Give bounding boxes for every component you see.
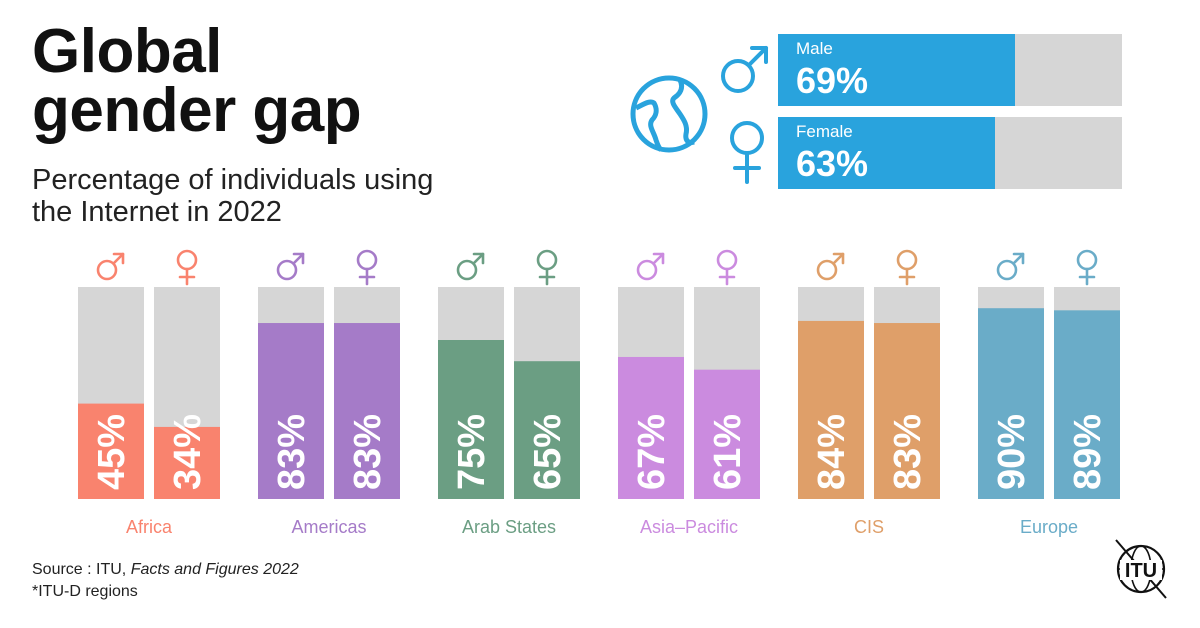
bar-arab-states-male (438, 340, 504, 499)
male-icon-asia-pacific-arrow (652, 252, 665, 265)
bar-asia-pacific-male (618, 356, 684, 499)
data-label-europe-female: 89% (1067, 414, 1109, 490)
male-icon-americas-ring (276, 259, 298, 281)
bar-africa-female (154, 426, 220, 499)
data-label-cis-male: 84% (811, 414, 853, 490)
male-icon-cis-head (832, 252, 845, 265)
bar-americas-female (334, 323, 400, 499)
male-icon-arab-states-head (472, 252, 485, 265)
female-icon-europe-ring (1076, 249, 1098, 271)
chart-subtitle: Percentage of individuals using the Inte… (32, 164, 502, 228)
male-icon-cis-arrow (832, 252, 845, 265)
male-icon-africa-head (112, 252, 125, 265)
data-label-asia-pacific-female: 61% (707, 414, 749, 490)
female-icon (730, 121, 764, 184)
female-icon-africa-ring (176, 249, 198, 271)
bar-europe-male (978, 308, 1044, 499)
global-male-fill (778, 34, 1016, 106)
source-note: Source : ITU, Facts and Figures 2022 *IT… (32, 559, 299, 603)
male-icon-africa-ring (96, 259, 118, 281)
global-male-value: 69% (796, 60, 869, 101)
female-icon-asia-pacific (716, 249, 738, 286)
regions-note: *ITU-D regions (32, 583, 138, 600)
male-icon-arab-states (456, 252, 485, 281)
female-icon-americas (356, 249, 378, 286)
female-icon-arab-states (536, 249, 558, 286)
male-icon-asia-pacific (636, 252, 665, 281)
bar-cis-male (798, 320, 864, 499)
region-label-cis: CIS (854, 517, 884, 537)
male-icon-arab-states-ring (456, 259, 478, 281)
region-label-arab-states: Arab States (462, 517, 556, 537)
male-icon-cis-ring (816, 259, 838, 281)
male-icon-asia-pacific-head (652, 252, 665, 265)
data-label-africa-female: 34% (167, 414, 209, 490)
male-icon-americas-head (292, 252, 305, 265)
title-line-2: gender gap (32, 76, 362, 145)
source-prefix: Source : ITU, (32, 561, 131, 578)
chart-title: Global gender gap (32, 17, 452, 145)
region-label-americas: Americas (291, 517, 366, 537)
data-label-asia-pacific-male: 67% (631, 414, 673, 490)
male-icon-europe-head (1012, 252, 1025, 265)
bar-africa-male (78, 403, 144, 499)
itu-logo-text: ITU (1125, 560, 1157, 582)
male-icon-cis (816, 252, 845, 281)
female-icon-europe (1076, 249, 1098, 286)
male-icon-americas-arrow (292, 252, 305, 265)
region-label-asia-pacific: Asia–Pacific (640, 517, 738, 537)
data-label-arab-states-female: 65% (527, 414, 569, 490)
male-icon-africa (96, 252, 125, 281)
global-male-bar: Male 69% (778, 34, 1122, 106)
data-label-europe-male: 90% (991, 414, 1033, 490)
source-line: Source : ITU, Facts and Figures 2022 (32, 559, 299, 581)
male-icon-europe (996, 252, 1025, 281)
region-label-europe: Europe (1020, 517, 1078, 537)
region-label-africa: Africa (126, 517, 173, 537)
bar-arab-states-female (514, 361, 580, 499)
bar-europe-female (1054, 310, 1120, 499)
male-icon-africa-arrow (112, 252, 125, 265)
data-label-cis-female: 83% (887, 414, 929, 490)
male-icon (721, 46, 768, 93)
subtitle-line-2: the Internet in 2022 (32, 196, 282, 228)
itu-logo: ITU (1115, 539, 1167, 599)
male-icon-europe-ring (996, 259, 1018, 281)
global-female-label: Female (796, 122, 853, 141)
data-label-americas-male: 83% (271, 414, 313, 490)
data-label-arab-states-male: 75% (451, 414, 493, 490)
bar-asia-pacific-female (694, 369, 760, 499)
subtitle-line-1: Percentage of individuals using (32, 164, 434, 196)
title-line-1: Global (32, 17, 222, 86)
bar-americas-male (258, 323, 324, 499)
female-icon-americas-ring (356, 249, 378, 271)
male-icon-arab-states-arrow (472, 252, 485, 265)
global-male-label: Male (796, 39, 833, 58)
bar-cis-female (874, 323, 940, 499)
data-label-americas-female: 83% (347, 414, 389, 490)
data-label-africa-male: 45% (91, 414, 133, 490)
male-icon-europe-arrow (1012, 252, 1025, 265)
globe-icon (630, 75, 708, 153)
global-female-bar: Female 63% (778, 117, 1122, 189)
global-female-value: 63% (796, 143, 869, 184)
female-icon-asia-pacific-ring (716, 249, 738, 271)
female-icon-africa (176, 249, 198, 286)
female-icon-arab-states-ring (536, 249, 558, 271)
male-icon-asia-pacific-ring (636, 259, 658, 281)
female-icon-cis (896, 249, 918, 286)
source-title: Facts and Figures 2022 (130, 561, 299, 578)
female-icon-cis-ring (896, 249, 918, 271)
male-icon-americas (276, 252, 305, 281)
global-female-fill (778, 117, 995, 189)
